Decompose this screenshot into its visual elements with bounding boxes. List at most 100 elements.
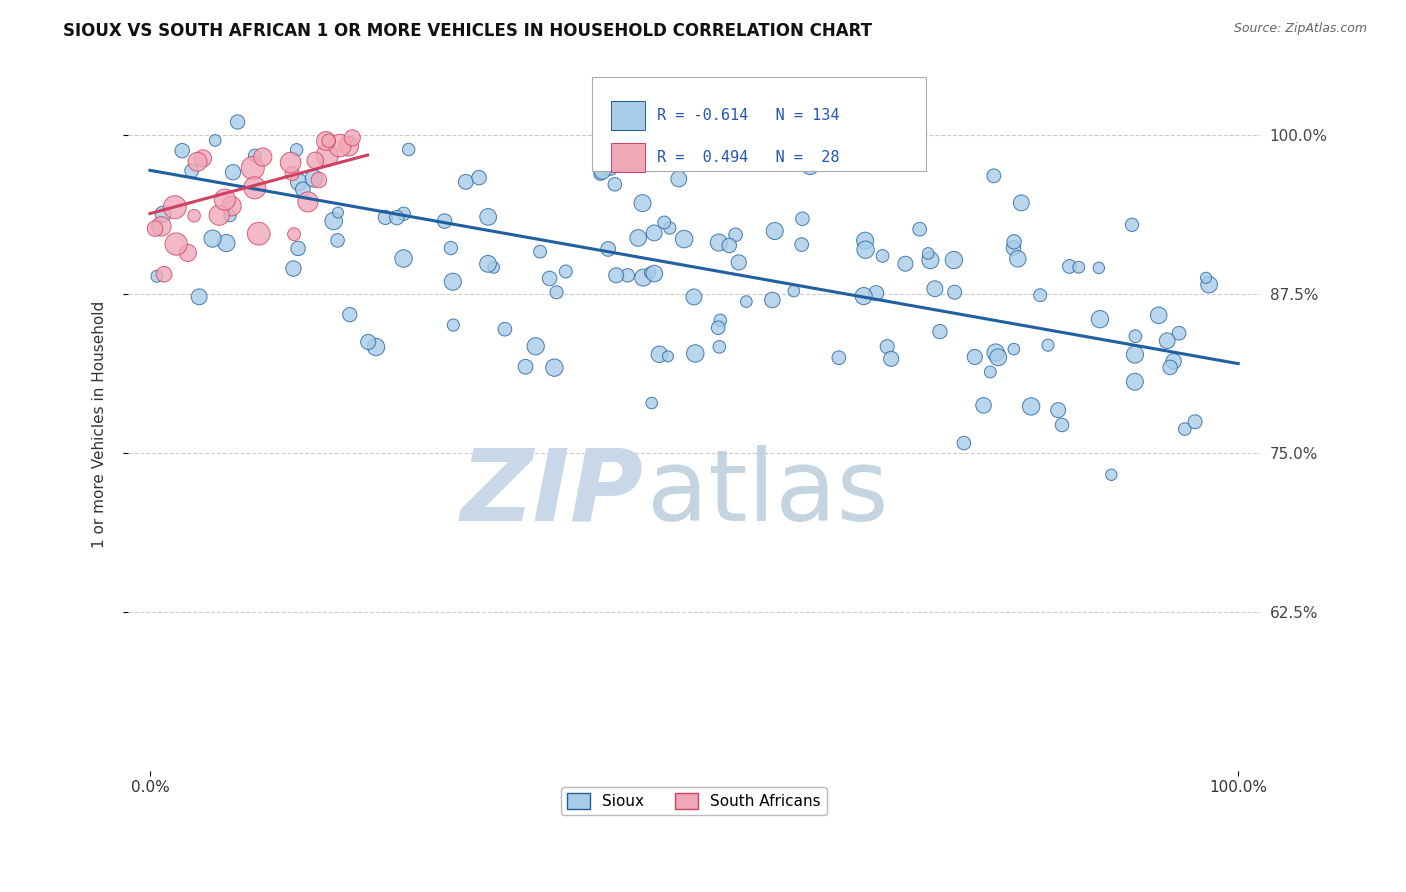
Point — [302, 171, 325, 186]
Point — [709, 340, 731, 354]
Point — [374, 211, 396, 225]
Text: Source: ZipAtlas.com: Source: ZipAtlas.com — [1233, 22, 1367, 36]
Point — [150, 219, 173, 234]
Point — [638, 266, 661, 280]
Point — [929, 325, 952, 339]
Point — [1123, 375, 1146, 389]
Point — [718, 238, 741, 252]
Point — [1088, 260, 1111, 275]
Point — [917, 246, 939, 260]
Point — [322, 214, 344, 228]
Point — [247, 227, 270, 241]
Point — [1002, 235, 1025, 249]
Point — [152, 207, 174, 221]
Text: R =  0.494   N =  28: R = 0.494 N = 28 — [657, 150, 839, 165]
Bar — [612, 143, 645, 172]
Point — [792, 211, 814, 226]
Point — [876, 340, 898, 354]
Point — [643, 226, 665, 240]
Point — [1007, 252, 1029, 266]
Point — [1029, 288, 1052, 302]
Point — [707, 235, 730, 250]
Point — [657, 349, 679, 363]
Point — [308, 173, 330, 187]
Point — [673, 232, 696, 246]
Point — [392, 252, 415, 266]
Point — [243, 148, 266, 162]
Point — [326, 233, 349, 247]
Point — [631, 196, 654, 211]
Point — [668, 172, 690, 186]
Point — [880, 351, 903, 366]
Point — [1195, 270, 1218, 285]
Point — [441, 318, 464, 332]
Text: ZIP: ZIP — [460, 445, 643, 541]
Point — [761, 293, 783, 307]
Point — [658, 221, 681, 235]
Point — [616, 268, 638, 283]
Point — [339, 308, 361, 322]
Point — [208, 208, 231, 222]
Point — [285, 143, 308, 157]
Point — [1184, 415, 1206, 429]
Point — [318, 134, 340, 148]
Point — [683, 290, 706, 304]
Point — [1156, 334, 1178, 348]
Point — [1047, 403, 1070, 417]
Bar — [612, 101, 645, 130]
Point — [1019, 400, 1042, 414]
Point — [191, 152, 214, 166]
Point — [1088, 312, 1111, 326]
Point — [180, 164, 202, 178]
Point — [1174, 422, 1197, 436]
Point — [329, 138, 352, 153]
Point — [477, 210, 499, 224]
Point — [337, 139, 360, 153]
Point — [315, 134, 337, 148]
Point — [983, 169, 1005, 183]
Point — [226, 115, 249, 129]
Point — [364, 340, 387, 354]
Point — [783, 284, 806, 298]
Point — [398, 143, 420, 157]
Point — [177, 245, 200, 260]
Point — [163, 200, 186, 214]
Point — [143, 221, 166, 235]
Text: atlas: atlas — [647, 445, 889, 541]
Point — [790, 237, 813, 252]
Point — [288, 175, 311, 189]
Point — [920, 253, 942, 268]
Point — [1159, 360, 1181, 375]
Point — [201, 231, 224, 245]
Point — [853, 234, 876, 248]
Point — [852, 289, 875, 303]
Point — [283, 227, 305, 242]
Point — [219, 209, 242, 223]
Point — [894, 257, 917, 271]
Point — [316, 148, 339, 162]
Point — [1050, 417, 1073, 432]
Point — [281, 167, 304, 181]
Point — [243, 181, 266, 195]
Point — [1099, 467, 1122, 482]
Point — [482, 260, 505, 275]
Point — [707, 320, 730, 334]
Point — [942, 253, 965, 268]
Point — [1002, 342, 1025, 356]
Point — [546, 285, 568, 300]
Point — [987, 351, 1010, 365]
Point — [605, 268, 627, 283]
Point — [543, 360, 565, 375]
Point — [973, 398, 995, 412]
Point — [924, 282, 946, 296]
Point — [1125, 329, 1147, 343]
Point — [529, 244, 551, 259]
Point — [165, 237, 187, 252]
Point — [538, 271, 561, 285]
Point — [963, 350, 986, 364]
Point — [221, 199, 243, 213]
Point — [280, 155, 302, 169]
Point — [222, 165, 245, 179]
Point — [146, 269, 169, 284]
Point — [515, 359, 537, 374]
